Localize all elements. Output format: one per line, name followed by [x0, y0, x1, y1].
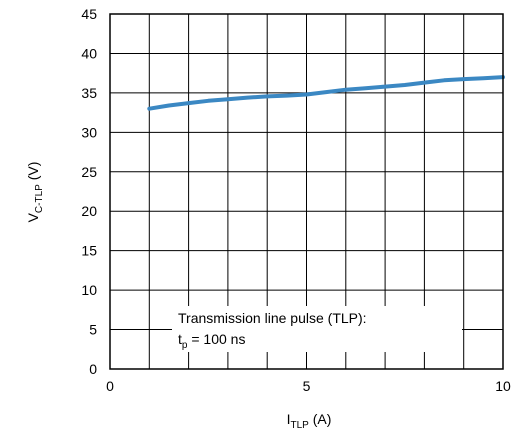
annotation-tp-main: t [178, 331, 182, 347]
series-line [147, 75, 505, 111]
y-tick-label: 30 [81, 124, 97, 140]
y-axis-label-main: V [25, 212, 41, 222]
frame-layer [109, 13, 504, 370]
x-axis-label-sub: TLP [290, 420, 309, 431]
x-axis-label-main: I [287, 411, 291, 427]
x-axis-label: ITLP (A) [287, 411, 332, 431]
y-tick-label: 20 [81, 203, 97, 219]
y-tick-label: 15 [81, 243, 97, 259]
annotation-tp-rest: = 100 ns [187, 331, 245, 347]
y-tick-label: 10 [81, 282, 97, 298]
series-layer [147, 75, 505, 111]
y-tick-label: 0 [89, 361, 97, 377]
annotation-tp-sub: p [182, 340, 188, 351]
x-tick-label: 5 [303, 378, 311, 394]
annotation-line-1: Transmission line pulse (TLP): [178, 310, 367, 326]
y-axis-label: VC-TLP (V) [25, 162, 45, 223]
x-tick-label: 0 [106, 378, 114, 394]
y-tick-label: 45 [81, 6, 97, 22]
grid-layer [110, 14, 503, 369]
y-tick-label: 35 [81, 85, 97, 101]
tick-label-layer: 0 5 10 15 20 25 30 35 40 45 0 5 10 [81, 6, 511, 394]
annotation-line-2: tp = 100 ns [178, 331, 245, 351]
plot-frame [109, 13, 504, 370]
y-tick-label: 5 [89, 322, 97, 338]
annotation-box [172, 306, 462, 352]
y-axis-label-unit: (V) [25, 162, 41, 185]
x-axis-label-unit: (A) [309, 411, 332, 427]
x-tick-label: 10 [495, 378, 511, 394]
annotation-background-layer [172, 306, 462, 352]
y-tick-label: 25 [81, 164, 97, 180]
y-tick-label: 40 [81, 45, 97, 61]
y-axis-label-sub: C-TLP [34, 184, 45, 213]
